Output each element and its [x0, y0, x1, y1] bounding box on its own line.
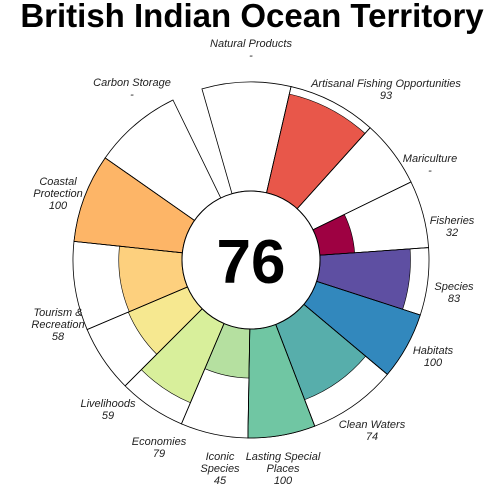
- label-clean-waters: Clean Waters 74: [339, 419, 406, 443]
- center-score: 76: [217, 228, 286, 297]
- label-iconic-species: Iconic Species 45: [200, 451, 240, 487]
- label-economies: Economies 79: [132, 436, 187, 460]
- chart-title: British Indian Ocean Territory: [20, 0, 484, 34]
- label-fisheries: Fisheries 32: [430, 215, 475, 239]
- label-species: Species 83: [434, 281, 474, 305]
- label-natural-products: Natural Products -: [210, 38, 292, 62]
- label-lasting-special-places: Lasting Special Places 100: [246, 451, 321, 487]
- label-carbon-storage: Carbon Storage -: [93, 77, 171, 101]
- label-habitats: Habitats 100: [413, 345, 454, 369]
- petal-coastal-protection: [74, 158, 194, 253]
- label-mariculture: Mariculture -: [403, 153, 457, 177]
- label-artisanal-fishing-opportunities: Artisanal Fishing Opportunities 93: [310, 78, 461, 102]
- label-tourism-recreation: Tourism & Recreation 58: [31, 307, 84, 343]
- petal-artisanal-fishing-opportunities: [267, 94, 365, 209]
- label-coastal-protection: Coastal Protection 100: [33, 176, 83, 212]
- label-livelihoods: Livelihoods 59: [80, 398, 136, 422]
